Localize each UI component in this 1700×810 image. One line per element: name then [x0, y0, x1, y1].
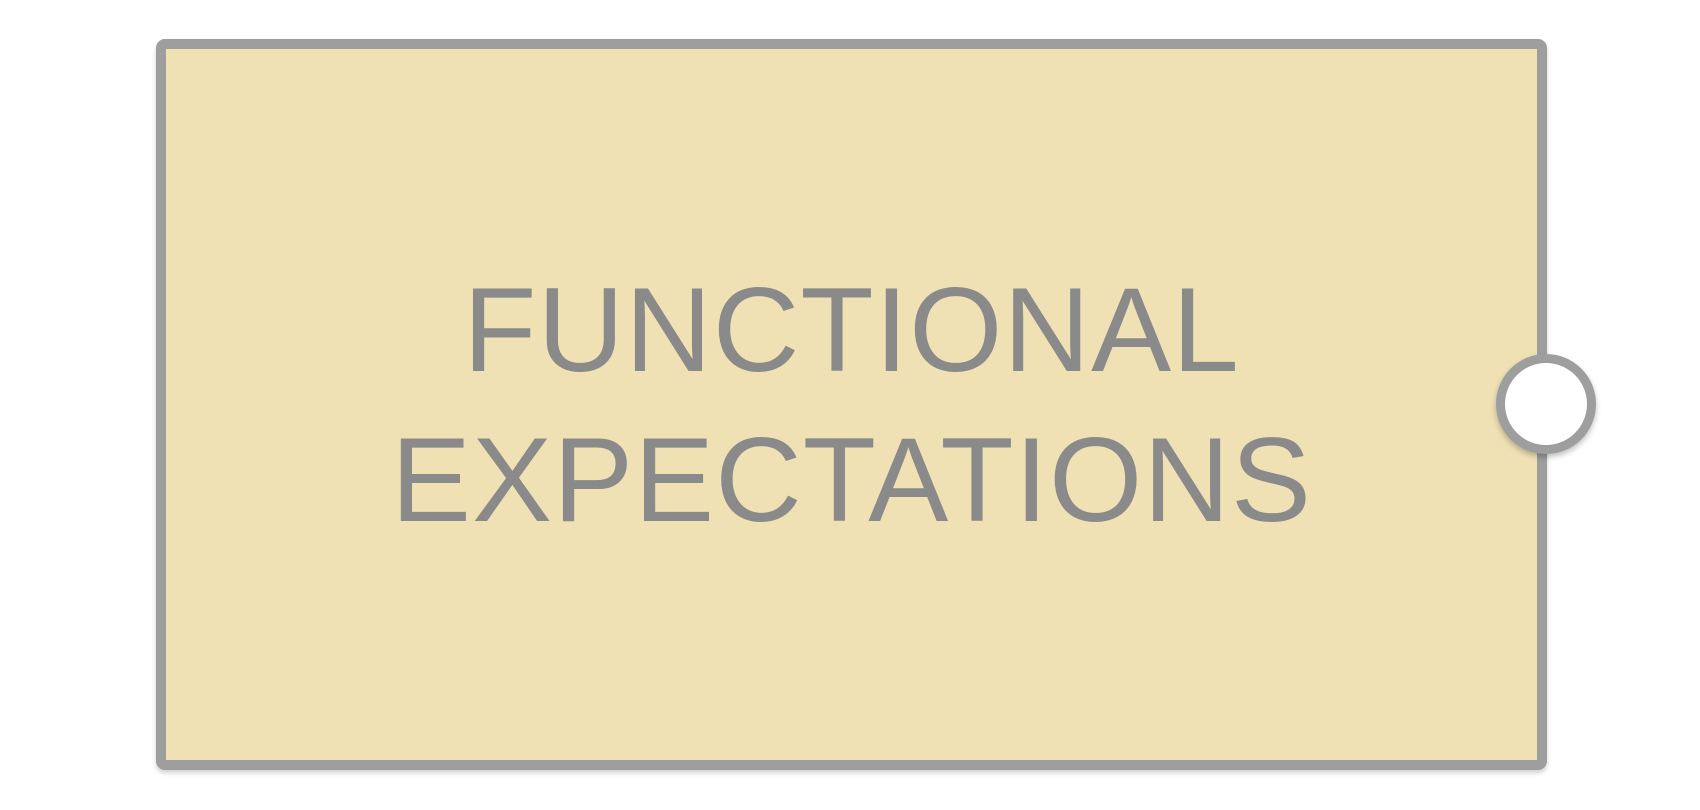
node-label-line-2: EXPECTATIONS	[390, 412, 1313, 547]
node-label: FUNCTIONAL EXPECTATIONS	[391, 255, 1312, 555]
connector-handle[interactable]	[1496, 354, 1596, 454]
node-label-line-1: FUNCTIONAL	[463, 262, 1240, 397]
functional-expectations-node[interactable]: FUNCTIONAL EXPECTATIONS	[156, 39, 1547, 770]
